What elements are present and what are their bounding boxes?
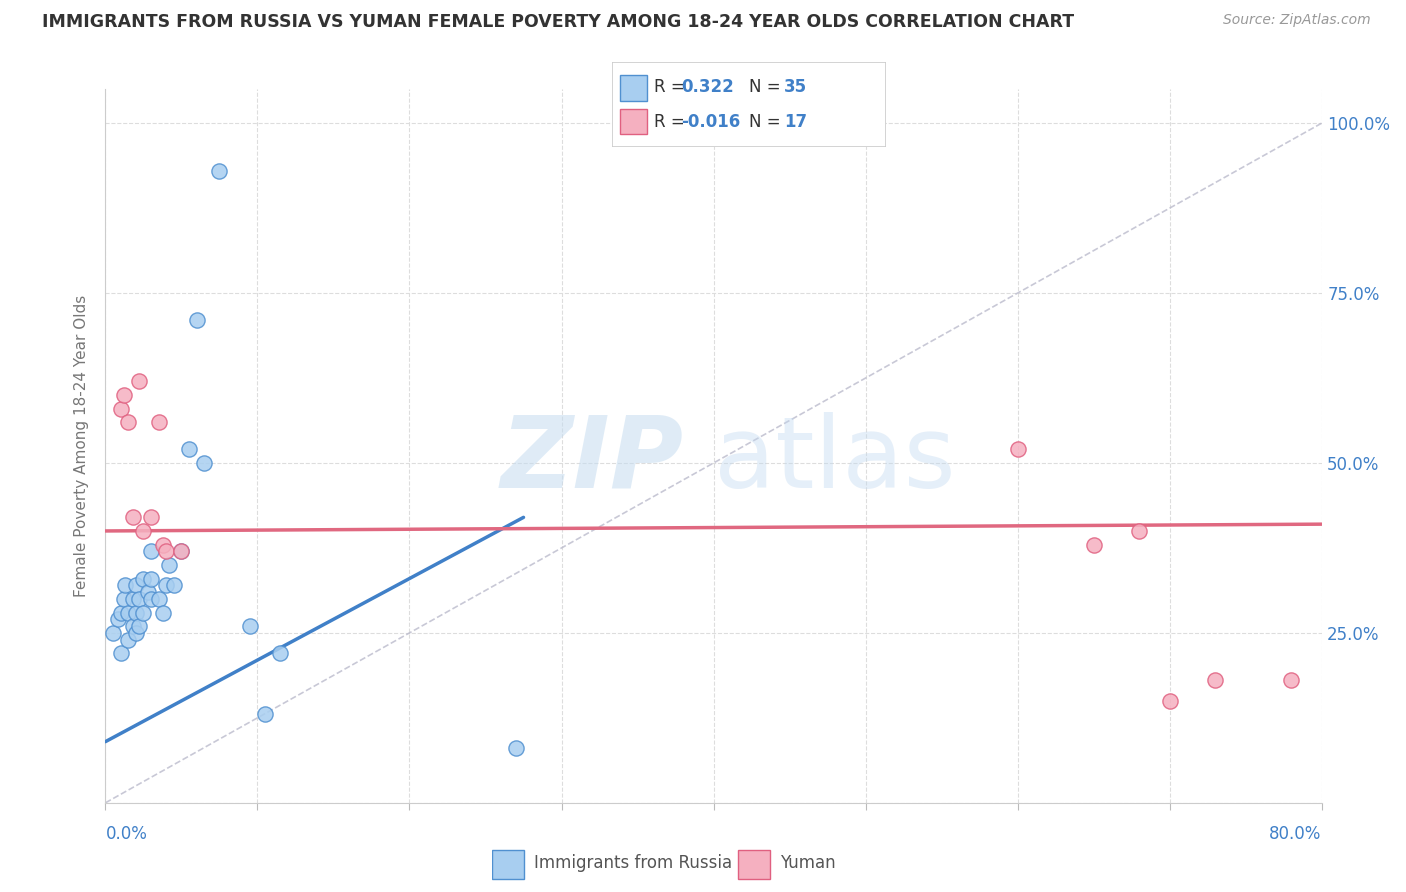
Text: Yuman: Yuman <box>780 854 835 872</box>
Point <box>125 578 148 592</box>
Point <box>148 591 170 606</box>
Point <box>125 606 148 620</box>
Point <box>269 646 291 660</box>
Point <box>125 626 148 640</box>
Point <box>128 591 150 606</box>
Point <box>254 707 277 722</box>
Point <box>170 544 193 558</box>
Point <box>193 456 215 470</box>
Point <box>101 626 124 640</box>
Point <box>128 619 150 633</box>
FancyBboxPatch shape <box>492 849 524 879</box>
Point <box>1204 673 1226 688</box>
Point <box>107 612 129 626</box>
Text: 35: 35 <box>785 78 807 96</box>
Y-axis label: Female Poverty Among 18-24 Year Olds: Female Poverty Among 18-24 Year Olds <box>75 295 90 597</box>
FancyBboxPatch shape <box>620 75 647 101</box>
Point <box>1007 442 1029 457</box>
Point <box>117 415 139 429</box>
Point <box>132 606 155 620</box>
Point <box>1128 524 1150 538</box>
Text: Source: ZipAtlas.com: Source: ZipAtlas.com <box>1223 13 1371 28</box>
Point <box>186 313 208 327</box>
FancyBboxPatch shape <box>620 109 647 135</box>
Point <box>121 619 143 633</box>
Point <box>136 585 159 599</box>
FancyBboxPatch shape <box>738 849 770 879</box>
Point <box>139 572 162 586</box>
Point <box>155 578 177 592</box>
Point <box>208 163 231 178</box>
Point <box>1159 694 1181 708</box>
Point <box>139 510 162 524</box>
Point <box>152 537 174 551</box>
Point <box>148 415 170 429</box>
Point <box>139 544 162 558</box>
Text: Immigrants from Russia: Immigrants from Russia <box>534 854 733 872</box>
Point <box>110 401 132 416</box>
Point <box>1083 537 1105 551</box>
Text: atlas: atlas <box>714 412 956 508</box>
Point <box>157 558 180 572</box>
Text: 0.322: 0.322 <box>682 78 734 96</box>
Text: N =: N = <box>748 113 780 131</box>
Point <box>110 646 132 660</box>
FancyBboxPatch shape <box>612 62 886 147</box>
Text: 0.0%: 0.0% <box>105 825 148 843</box>
Text: N =: N = <box>748 78 780 96</box>
Point <box>505 741 527 756</box>
Text: -0.016: -0.016 <box>682 113 741 131</box>
Point <box>110 606 132 620</box>
Point <box>121 591 143 606</box>
Text: ZIP: ZIP <box>501 412 683 508</box>
Point <box>112 388 135 402</box>
Text: R =: R = <box>654 78 685 96</box>
Point <box>163 578 186 592</box>
Point <box>155 544 177 558</box>
Point <box>117 632 139 647</box>
Point <box>132 524 155 538</box>
Point <box>152 606 174 620</box>
Point <box>1279 673 1302 688</box>
Point <box>170 544 193 558</box>
Point <box>117 606 139 620</box>
Point <box>112 591 135 606</box>
Text: 80.0%: 80.0% <box>1270 825 1322 843</box>
Text: R =: R = <box>654 113 685 131</box>
Point <box>128 375 150 389</box>
Point <box>121 510 143 524</box>
Text: IMMIGRANTS FROM RUSSIA VS YUMAN FEMALE POVERTY AMONG 18-24 YEAR OLDS CORRELATION: IMMIGRANTS FROM RUSSIA VS YUMAN FEMALE P… <box>42 13 1074 31</box>
Point <box>114 578 136 592</box>
Text: 17: 17 <box>785 113 807 131</box>
Point <box>132 572 155 586</box>
Point <box>239 619 262 633</box>
Point <box>139 591 162 606</box>
Point <box>177 442 200 457</box>
